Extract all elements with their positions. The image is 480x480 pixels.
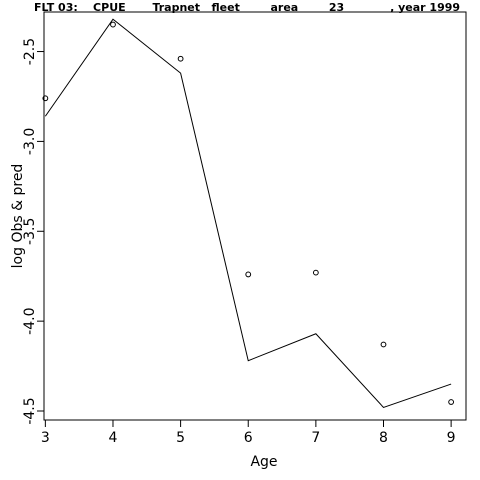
x-tick-label: 4: [109, 430, 118, 446]
plot-frame: [43, 11, 467, 421]
x-tick-label: 9: [447, 430, 456, 446]
observed-point: [42, 95, 49, 102]
observed-point: [245, 271, 252, 278]
y-tick-label: -3.5: [22, 218, 38, 245]
x-tick-label: 7: [311, 430, 320, 446]
x-axis: 3 4 5 6 7 8 9: [41, 419, 456, 446]
y-tick-label: -4.0: [22, 307, 38, 334]
x-tick-label: 3: [41, 430, 50, 446]
y-tick-label: -3.0: [22, 128, 38, 155]
observed-point: [380, 341, 387, 348]
x-tick-label: 6: [244, 430, 253, 446]
y-tick-label: -4.5: [22, 397, 38, 424]
observed-point: [312, 269, 319, 276]
series-layer: [42, 18, 455, 408]
chart-title: FLT 03: CPUE Trapnet fleet area 23 , yea…: [34, 1, 460, 14]
y-tick-label: -2.5: [22, 38, 38, 65]
x-axis-label: Age: [250, 454, 277, 470]
y-axis-label: log Obs & pred: [10, 164, 26, 269]
observed-point: [448, 399, 455, 405]
observed-point: [177, 55, 184, 62]
predicted-line: [44, 18, 452, 408]
x-tick-label: 8: [379, 430, 388, 446]
observed-point: [110, 21, 116, 28]
x-tick-label: 5: [176, 430, 185, 446]
y-axis: -2.5 -3.0 -3.5 -4.0 -4.5: [22, 38, 45, 425]
